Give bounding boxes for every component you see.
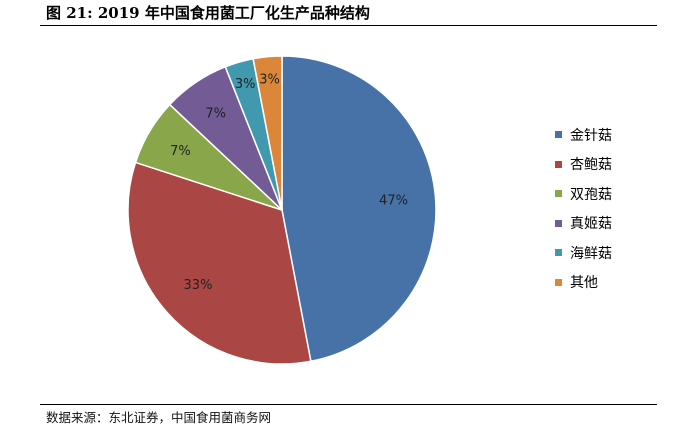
legend-item-2: 杏鲍菇 — [555, 150, 612, 180]
data-label-5: 3% — [235, 77, 256, 92]
figure-title: 图 21: 2019 年中国食用菌工厂化生产品种结构 — [46, 4, 370, 22]
data-label-2: 33% — [184, 278, 213, 293]
legend-swatch — [555, 190, 562, 198]
legend-item-4: 真姬菇 — [555, 209, 612, 239]
top-rule — [40, 25, 657, 26]
data-label-1: 47% — [379, 193, 408, 208]
data-label-3: 7% — [170, 144, 191, 159]
source-note: 数据来源：东北证券，中国食用菌商务网 — [46, 410, 272, 425]
legend-label: 真姬菇 — [570, 216, 612, 233]
legend-swatch — [555, 249, 562, 257]
data-label-4: 7% — [205, 106, 226, 121]
legend-label: 双孢菇 — [570, 186, 612, 203]
pie-data-labels: 47% 33% 7% 7% 3% 3% — [170, 73, 408, 293]
legend-swatch — [555, 219, 562, 227]
bottom-rule — [40, 404, 657, 405]
data-label-6: 3% — [259, 73, 280, 88]
legend-label: 杏鲍菇 — [570, 157, 612, 174]
pie-slices — [127, 55, 437, 365]
legend-swatch — [555, 160, 562, 168]
pie-slice-2 — [127, 161, 312, 365]
legend-item-3: 双孢菇 — [555, 179, 612, 209]
legend-label: 金针菇 — [570, 127, 612, 144]
legend-item-5: 海鲜菇 — [555, 238, 612, 268]
legend-swatch — [555, 278, 562, 286]
legend-item-1: 金针菇 — [555, 120, 612, 150]
chart-legend: 金针菇杏鲍菇双孢菇真姬菇海鲜菇其他 — [555, 120, 612, 297]
pie-slice-1 — [281, 55, 437, 363]
legend-label: 海鲜菇 — [570, 245, 612, 262]
pie-slice-6 — [252, 55, 283, 211]
legend-swatch — [555, 131, 562, 139]
legend-label: 其他 — [570, 275, 598, 292]
legend-item-6: 其他 — [555, 268, 612, 298]
